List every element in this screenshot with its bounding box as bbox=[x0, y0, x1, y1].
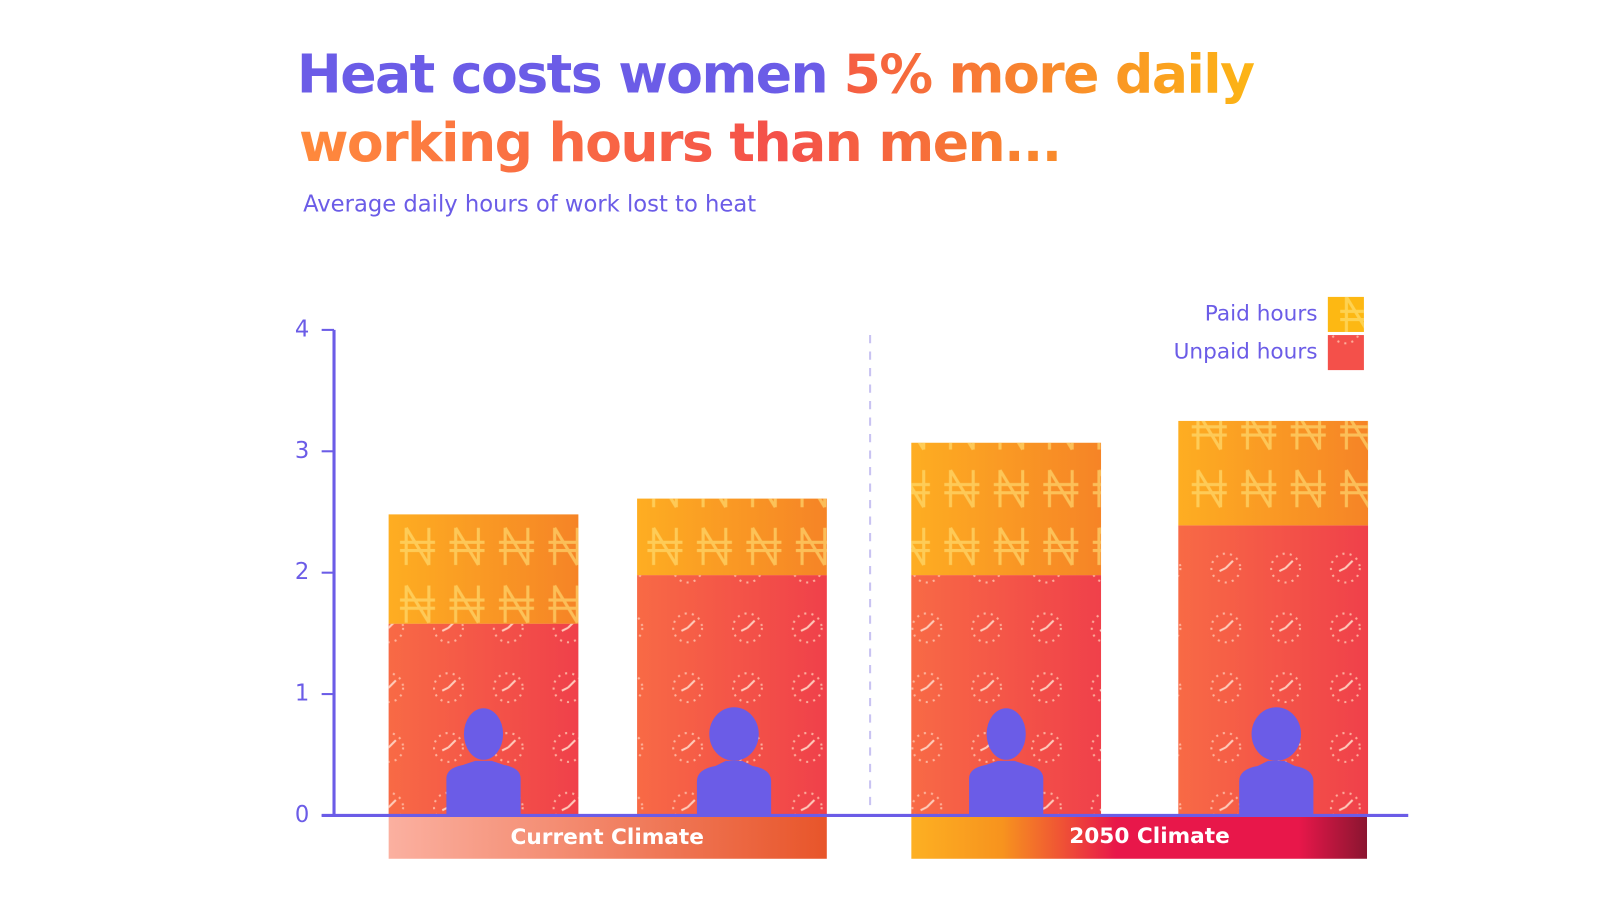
y-tick-label: 4 bbox=[295, 316, 309, 342]
y-tick-label: 1 bbox=[295, 681, 309, 707]
bar-segment bbox=[1178, 420, 1369, 526]
legend-label: Paid hours bbox=[1205, 301, 1318, 326]
bar-pattern bbox=[637, 498, 827, 576]
bar-segment bbox=[911, 442, 1102, 576]
bar-segment bbox=[637, 498, 827, 576]
man-icon bbox=[446, 708, 521, 816]
title-highlight: working hours than men... bbox=[299, 111, 1061, 174]
legend-swatch-pattern bbox=[1327, 296, 1364, 332]
woman-icon bbox=[1239, 707, 1314, 816]
bar-segment bbox=[388, 514, 579, 624]
chart-subtitle: Average daily hours of work lost to heat bbox=[303, 192, 756, 218]
y-tick-label: 3 bbox=[295, 438, 309, 464]
chart-title: Heat costs women 5% more daily bbox=[297, 42, 1254, 105]
legend-label: Unpaid hours bbox=[1174, 340, 1318, 365]
group-label: Current Climate bbox=[511, 825, 704, 850]
group-band bbox=[388, 816, 827, 859]
icons bbox=[446, 707, 1314, 816]
man-icon bbox=[969, 708, 1044, 816]
y-tick-label: 0 bbox=[295, 802, 309, 828]
legend-swatch-pattern bbox=[1327, 335, 1364, 371]
bars bbox=[388, 420, 1369, 816]
bar-pattern bbox=[911, 442, 1102, 576]
group-label: 2050 Climate bbox=[1069, 824, 1230, 849]
title-lead: Heat costs women bbox=[297, 42, 827, 105]
title-highlight: 5% more daily bbox=[844, 42, 1254, 105]
woman-icon bbox=[696, 707, 772, 816]
y-tick-label: 2 bbox=[295, 559, 309, 585]
bar-pattern bbox=[1178, 420, 1369, 526]
bar-pattern bbox=[388, 514, 579, 624]
group-band bbox=[911, 816, 1368, 859]
